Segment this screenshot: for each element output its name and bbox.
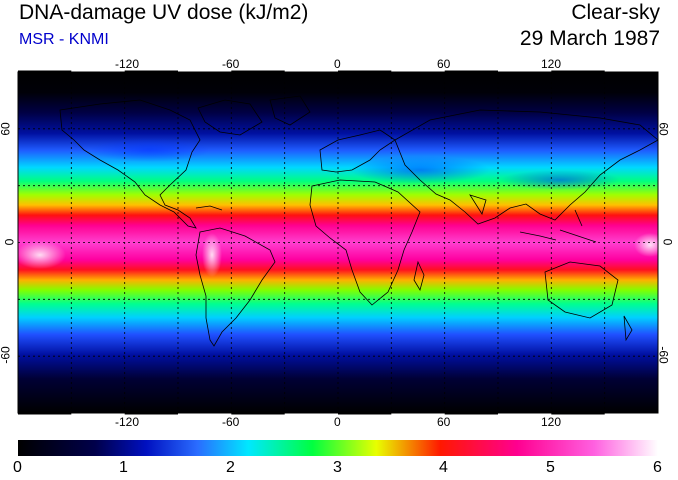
lat-tick-left: 0 [2,238,17,246]
lon-tick-top: 0 [334,57,341,71]
lon-tick-bottom: 60 [437,415,451,429]
sky-condition: Clear-sky [571,1,660,24]
colorbar-label: 3 [333,459,342,476]
colorbar-label: 2 [226,459,235,476]
graticule [18,72,658,413]
colorbar-label: 1 [119,459,128,476]
lon-tick-bottom: -120 [115,415,140,429]
colorbar-label: 5 [546,459,555,476]
lat-tick-left: 60 [0,122,13,136]
data-source: MSR - KNMI [19,31,109,48]
observation-date: 29 March 1987 [519,27,660,50]
lon-tick-bottom: 120 [541,415,562,429]
colorbar [18,440,658,456]
lat-tick-right: -60 [656,346,671,364]
lon-tick-top: 120 [541,57,562,71]
lat-tick-left: -60 [0,346,13,364]
map-title: DNA-damage UV dose (kJ/m2) [19,1,309,24]
lon-tick-bottom: 0 [334,415,341,429]
coastlines [59,95,658,347]
lat-tick-right: 60 [656,122,671,136]
colorbar-label: 6 [653,459,662,476]
colorbar-label: 4 [439,459,448,476]
lon-tick-top: 60 [437,57,451,71]
colorbar-label: 0 [13,459,22,476]
lon-tick-bottom: -60 [222,415,240,429]
lon-tick-top: -120 [115,57,140,71]
lon-tick-top: -60 [222,57,240,71]
lat-tick-right: 0 [660,238,675,246]
